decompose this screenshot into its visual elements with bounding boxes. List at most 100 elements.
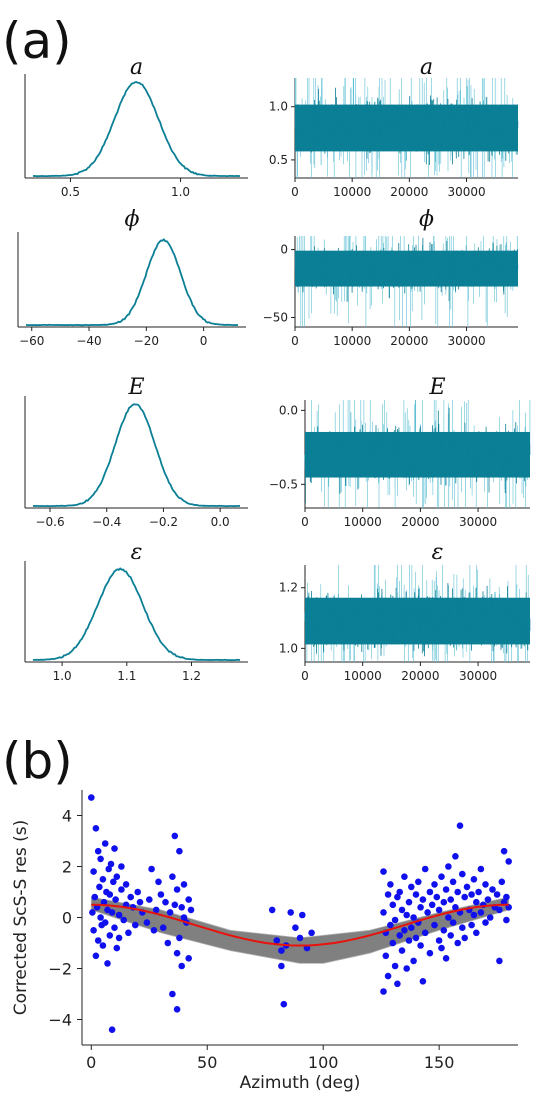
data-point — [449, 878, 457, 886]
data-point — [505, 858, 512, 865]
trace-panel-3: ε 0 10000 20000 30000 1.2 1.0 — [279, 540, 531, 683]
data-point — [278, 947, 285, 954]
data-point — [428, 901, 436, 909]
x-tick-label: 30000 — [447, 334, 485, 348]
data-point — [475, 888, 482, 896]
data-point — [403, 965, 411, 972]
data-point — [157, 891, 165, 898]
data-point — [169, 990, 176, 998]
data-point — [173, 886, 181, 893]
data-point — [178, 962, 185, 970]
x-tick-label: −20 — [134, 334, 159, 348]
data-point — [435, 906, 443, 914]
data-point — [454, 888, 462, 896]
data-point — [90, 868, 97, 875]
data-point — [115, 911, 123, 919]
data-point — [463, 883, 471, 891]
data-point — [380, 988, 387, 995]
data-point — [166, 909, 174, 916]
data-point — [173, 949, 181, 957]
data-point — [92, 952, 100, 960]
data-point — [447, 932, 455, 939]
y-axis-label: Corrected ScS-S res (s) — [11, 820, 31, 1015]
data-point — [101, 840, 109, 847]
data-point — [171, 832, 179, 840]
x-tick-label: 100 — [308, 1053, 339, 1072]
data-point — [152, 906, 160, 914]
data-point — [88, 794, 95, 801]
data-point — [405, 898, 413, 906]
data-point — [99, 942, 107, 949]
data-point — [496, 906, 503, 914]
y-tick-label: −0.5 — [269, 477, 298, 491]
data-point — [106, 891, 114, 898]
data-point — [120, 916, 127, 924]
data-point — [108, 1026, 116, 1033]
posterior-density-curve — [26, 238, 239, 327]
trace-samples — [295, 87, 519, 165]
y-tick-label: 2 — [62, 858, 72, 877]
data-point — [91, 893, 99, 901]
data-point — [503, 916, 510, 924]
x-tick-label: 20000 — [401, 669, 439, 683]
data-point — [100, 898, 108, 906]
data-point — [410, 914, 417, 921]
data-point — [134, 888, 141, 896]
x-tick-label: 150 — [424, 1053, 455, 1072]
data-point — [180, 914, 188, 921]
x-tick-label: 1.1 — [117, 669, 136, 683]
posterior-title: ϕ — [125, 207, 140, 232]
data-point — [382, 952, 390, 960]
data-point — [438, 944, 445, 952]
data-point — [106, 932, 114, 939]
data-point — [454, 939, 462, 947]
data-point — [104, 960, 111, 967]
data-point — [108, 909, 116, 916]
data-point — [412, 934, 420, 942]
x-tick-label: 30000 — [459, 515, 497, 529]
trace-samples — [294, 237, 519, 302]
x-tick-label: 0.0 — [211, 515, 230, 529]
data-point — [421, 929, 429, 937]
data-point — [503, 893, 510, 901]
x-tick-label: 0 — [301, 669, 309, 683]
data-point — [470, 876, 478, 883]
data-point — [412, 891, 420, 898]
data-point — [426, 949, 434, 957]
x-axis-label: Azimuth (deg) — [240, 1073, 361, 1093]
data-point — [401, 927, 408, 934]
trace-title: ϕ — [419, 207, 434, 232]
data-point — [287, 909, 295, 916]
data-point — [273, 937, 281, 944]
x-tick-label: 1.2 — [182, 669, 201, 683]
x-tick-label: 20000 — [401, 515, 439, 529]
data-point — [101, 919, 109, 926]
x-tick-label: 0.5 — [61, 185, 80, 199]
data-point — [380, 909, 387, 916]
data-point — [440, 898, 448, 906]
x-tick-label: 1.0 — [171, 185, 190, 199]
data-point — [97, 855, 104, 863]
data-point — [299, 911, 306, 919]
data-point — [292, 924, 299, 931]
panel-label-b: (b) — [2, 732, 73, 790]
trace-panel-0: a 0 10000 20000 30000 0.5 1.0 — [269, 55, 519, 199]
data-point — [468, 921, 475, 929]
data-point — [468, 891, 475, 898]
x-tick-label: 10000 — [333, 334, 371, 348]
data-point — [477, 865, 485, 873]
y-tick-label: 0.5 — [269, 153, 288, 167]
data-point — [482, 881, 489, 888]
data-point — [143, 919, 151, 926]
data-point — [391, 916, 399, 924]
x-tick-label: −60 — [19, 334, 44, 348]
data-point — [456, 822, 464, 829]
data-point — [461, 893, 469, 901]
data-point — [396, 888, 404, 896]
x-tick-label: 10000 — [344, 515, 382, 529]
data-point — [431, 881, 438, 888]
data-point — [473, 929, 480, 937]
posterior-panel-3: ε 1.0 1.1 1.2 — [24, 540, 248, 683]
data-point — [97, 914, 104, 921]
